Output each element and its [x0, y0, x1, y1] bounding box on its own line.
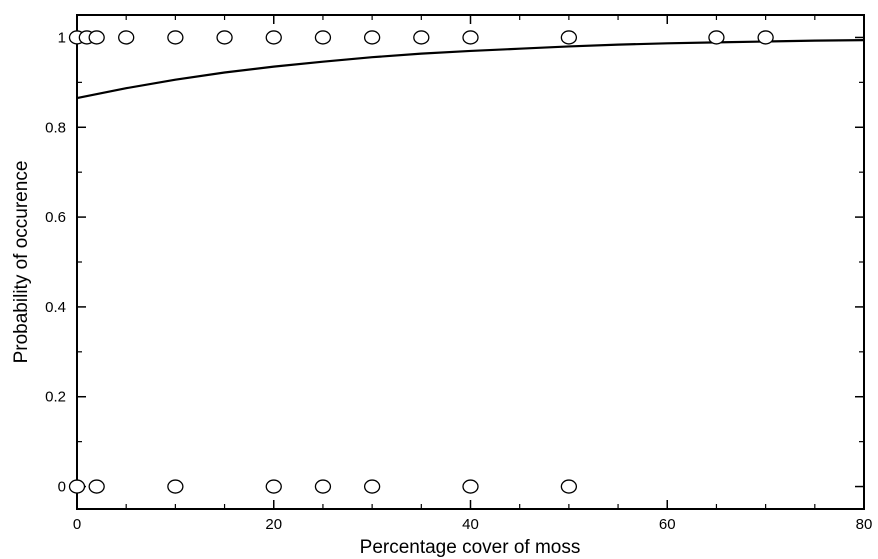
data-point	[314, 479, 332, 494]
x-tick-label: 60	[659, 516, 676, 533]
data-point	[88, 479, 105, 494]
data-point	[462, 479, 479, 494]
data-point	[118, 30, 135, 45]
data-point	[560, 30, 578, 45]
x-tick-label: 80	[856, 516, 873, 533]
data-point	[216, 30, 233, 45]
x-tick-label: 0	[73, 516, 81, 533]
data-point	[68, 479, 86, 494]
axis-ticks	[76, 15, 865, 509]
y-tick-label: 0	[58, 479, 66, 496]
data-point	[462, 30, 479, 45]
data-point	[167, 30, 184, 45]
data-point	[708, 30, 725, 45]
data-point	[757, 30, 774, 45]
x-axis-title: Percentage cover of moss	[360, 537, 581, 558]
y-tick-label: 0.4	[45, 299, 66, 316]
data-point	[363, 30, 381, 45]
plot-frame	[76, 14, 865, 510]
fitted-curve	[76, 39, 865, 100]
y-axis-title: Probability of occurence	[11, 161, 32, 364]
y-tick-label: 1	[58, 29, 66, 46]
data-points	[68, 30, 774, 494]
data-point	[88, 30, 105, 45]
x-tick-label: 20	[265, 516, 282, 533]
axis-tick-labels: 0 20 40 60 80 0 0.2 0.4 0.6 0.8 1	[45, 29, 872, 533]
data-point	[413, 30, 430, 45]
y-tick-label: 0.6	[45, 209, 66, 226]
y-tick-label: 0.8	[45, 119, 66, 136]
y-tick-label: 0.2	[45, 389, 66, 406]
data-point	[265, 479, 282, 494]
data-point	[314, 30, 332, 45]
data-point	[363, 479, 381, 494]
data-point	[265, 30, 282, 45]
x-tick-label: 40	[462, 516, 479, 533]
data-point	[167, 479, 184, 494]
data-point	[560, 479, 578, 494]
